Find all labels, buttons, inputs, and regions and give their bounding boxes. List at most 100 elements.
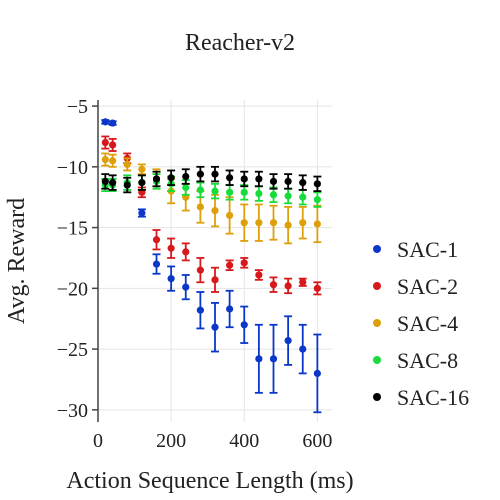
- data-point: [313, 369, 321, 377]
- data-point: [255, 175, 263, 183]
- data-point: [211, 187, 219, 195]
- data-point: [240, 175, 248, 183]
- legend-label: SAC-16: [397, 385, 469, 410]
- data-point: [284, 192, 292, 200]
- y-tick-label: −20: [57, 278, 88, 300]
- data-point: [196, 186, 204, 194]
- data-point: [196, 203, 204, 211]
- data-point: [313, 180, 321, 188]
- data-point: [167, 244, 175, 252]
- data-point: [101, 155, 109, 164]
- x-tick-label: 400: [229, 430, 259, 452]
- data-point: [284, 221, 292, 229]
- y-tick-label: −25: [57, 339, 88, 361]
- data-point: [167, 275, 175, 283]
- data-point: [269, 219, 278, 227]
- data-point: [255, 271, 263, 279]
- data-point: [196, 266, 204, 274]
- data-point: [240, 259, 248, 267]
- legend-marker: [373, 319, 381, 327]
- data-point: [123, 181, 131, 189]
- legend-item: SAC-8: [373, 348, 458, 373]
- legend-label: SAC-1: [397, 237, 458, 262]
- data-point: [211, 323, 219, 331]
- y-tick-label: −10: [57, 157, 88, 179]
- data-point: [299, 345, 307, 353]
- legend-marker: [373, 356, 381, 364]
- x-tick-label: 200: [156, 430, 186, 452]
- data-point: [313, 220, 321, 228]
- data-point: [299, 278, 307, 286]
- legend-item: SAC-16: [373, 385, 469, 410]
- legend: SAC-1 SAC-2 SAC-4 SAC-8 SAC-16: [373, 237, 469, 410]
- series-sac-16: [101, 165, 322, 194]
- data-point: [182, 172, 190, 181]
- y-tick-label: −15: [57, 218, 88, 240]
- y-axis-label: Avg. Reward: [4, 198, 30, 324]
- data-point: [240, 219, 248, 227]
- data-point: [109, 141, 117, 149]
- data-point: [101, 118, 109, 126]
- data-point: [284, 282, 292, 290]
- data-point: [152, 236, 161, 244]
- data-point: [299, 219, 307, 227]
- data-point: [138, 209, 146, 217]
- data-series: [101, 118, 322, 414]
- data-point: [226, 174, 234, 182]
- x-tick-label: 600: [302, 430, 332, 452]
- data-point: [240, 321, 248, 329]
- data-point: [182, 283, 190, 291]
- legend-item: SAC-2: [373, 274, 458, 299]
- legend-item: SAC-4: [373, 311, 458, 336]
- data-point: [313, 284, 321, 292]
- data-point: [313, 196, 321, 204]
- data-point: [123, 160, 131, 168]
- legend-marker: [373, 393, 381, 401]
- data-point: [138, 179, 146, 187]
- tick-labels: 0 200 400 600 −5 −10 −15 −20 −25 −30: [57, 96, 333, 452]
- x-tick-label: 0: [93, 430, 103, 452]
- data-point: [240, 188, 248, 196]
- data-point: [152, 260, 161, 268]
- y-tick-label: −5: [67, 96, 88, 118]
- data-point: [211, 170, 219, 178]
- data-point: [299, 179, 307, 187]
- data-point: [226, 188, 234, 196]
- data-point: [269, 281, 278, 289]
- data-point: [269, 191, 278, 199]
- data-point: [255, 355, 263, 363]
- legend-label: SAC-2: [397, 274, 458, 299]
- legend-marker: [373, 282, 381, 290]
- data-point: [182, 183, 190, 192]
- data-point: [211, 276, 219, 284]
- legend-marker: [373, 245, 381, 253]
- legend-label: SAC-8: [397, 348, 458, 373]
- grid-lines: [92, 100, 332, 422]
- data-point: [211, 206, 219, 215]
- data-point: [109, 119, 117, 127]
- data-point: [196, 170, 204, 178]
- legend-item: SAC-1: [373, 237, 458, 262]
- data-point: [138, 165, 146, 173]
- data-point: [182, 248, 190, 256]
- data-point: [109, 157, 117, 165]
- data-point: [226, 305, 234, 313]
- data-point: [226, 261, 234, 269]
- data-point: [255, 219, 263, 227]
- data-point: [226, 211, 234, 220]
- series-sac-1: [101, 118, 322, 414]
- data-point: [269, 177, 278, 186]
- data-point: [101, 138, 109, 147]
- data-point: [196, 306, 204, 314]
- data-point: [284, 177, 292, 186]
- data-point: [101, 177, 109, 186]
- data-point: [299, 193, 307, 201]
- x-axis-label: Action Sequence Length (ms): [66, 468, 353, 494]
- data-point: [109, 179, 117, 187]
- y-tick-label: −30: [57, 400, 88, 422]
- data-point: [167, 174, 175, 182]
- data-point: [284, 336, 292, 345]
- data-point: [269, 355, 278, 363]
- chart-title: Reacher-v2: [185, 30, 295, 56]
